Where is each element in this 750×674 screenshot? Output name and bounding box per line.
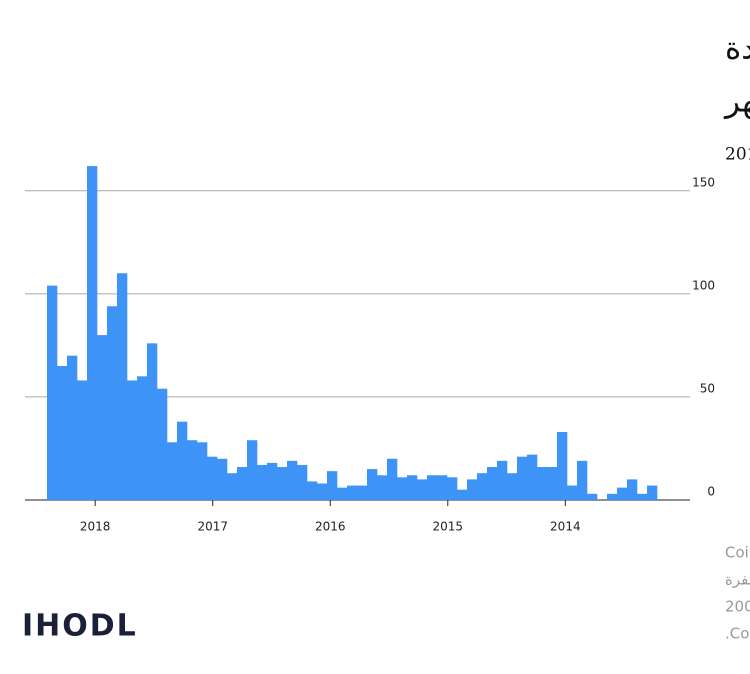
bar: [147, 343, 158, 500]
bar: [367, 469, 378, 500]
bar: [387, 458, 398, 500]
bar: [587, 493, 598, 500]
bar: [137, 376, 148, 500]
bar: [87, 166, 98, 501]
x-tick-label: 2017: [197, 520, 228, 534]
bar: [57, 366, 68, 500]
bar: [317, 483, 328, 500]
bar: [537, 467, 548, 500]
chart-title: المباعة في البورصات بالأشهر: [723, 82, 750, 120]
bar: [207, 456, 218, 500]
bar: [467, 479, 478, 500]
bar: [427, 475, 438, 500]
bar: [567, 485, 578, 500]
bar: [397, 477, 408, 500]
bar: [97, 335, 108, 500]
bar: [187, 440, 198, 500]
bar: [577, 460, 588, 500]
bar: [517, 456, 528, 500]
bar: [407, 475, 418, 500]
bar: [77, 380, 88, 500]
y-tick-label: 0: [707, 485, 715, 499]
bar: [277, 467, 288, 500]
bar: [237, 467, 248, 500]
chart-title: كمية العملات المشفرة الجديدة: [725, 31, 750, 67]
bar: [297, 464, 308, 500]
source-note: يحسب من أول يوم تسجيل العملة المشفرة: [725, 570, 750, 589]
bar: [417, 479, 428, 500]
y-tick-label: 50: [700, 381, 715, 395]
logo: IHODL: [22, 609, 138, 644]
chart-subtitle: ابتداء من مايو 2013 حتى مايو 2018: [725, 145, 750, 165]
bar: [307, 481, 318, 500]
bar: [377, 475, 388, 500]
bar: [557, 431, 568, 500]
bar: [357, 485, 368, 500]
bar: [347, 485, 358, 500]
bar: [167, 442, 178, 500]
bar: [487, 467, 498, 500]
bar: [117, 273, 128, 500]
y-tick-label: 100: [692, 278, 715, 292]
bar: [67, 355, 78, 500]
bar: [157, 388, 168, 500]
x-tick-label: 2015: [433, 520, 464, 534]
bar: [477, 473, 488, 500]
bar: [527, 454, 538, 500]
bar: [497, 460, 508, 500]
x-tick-label: 2016: [315, 520, 346, 534]
bar: [47, 285, 58, 500]
bar: [107, 306, 118, 500]
bar: [227, 473, 238, 500]
bar: [437, 475, 448, 500]
bar: [507, 473, 518, 500]
bar: [547, 467, 558, 500]
bar: [647, 485, 658, 500]
x-tick-label: 2018: [80, 520, 111, 534]
bar: [267, 462, 278, 500]
bar: [247, 440, 258, 500]
source-note: الجديدة بحجم التداول فوق الصفر في أية من…: [725, 597, 750, 617]
bar: [637, 493, 648, 500]
bar: [617, 487, 628, 500]
bar: [287, 460, 298, 500]
bar: [217, 458, 228, 500]
bar: [607, 493, 618, 500]
bar: [457, 489, 468, 500]
source-note: المصدر: CoinMarketCap.com: [725, 544, 750, 562]
bar: [447, 477, 458, 500]
bar: [257, 464, 268, 500]
source-note: بورصات العملات المشفرة المتاحة التي يراق…: [725, 625, 750, 644]
x-tick-label: 2014: [550, 520, 581, 534]
bar: [127, 380, 138, 500]
bar: [337, 487, 348, 500]
bar: [327, 471, 338, 500]
y-tick-label: 150: [692, 175, 715, 189]
bar: [197, 442, 208, 500]
bar: [177, 421, 188, 500]
bar: [627, 479, 638, 500]
